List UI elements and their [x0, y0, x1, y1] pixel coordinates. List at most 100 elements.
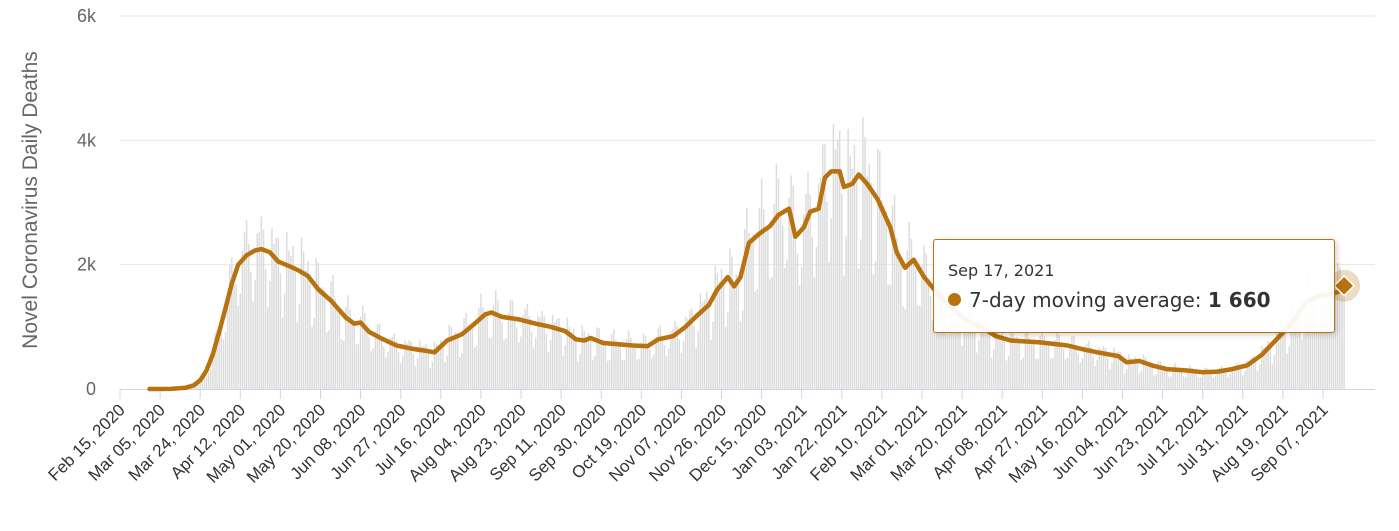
daily-bar [429, 368, 431, 389]
daily-bar [530, 332, 533, 389]
daily-bar [743, 228, 746, 389]
daily-bar [815, 247, 818, 389]
daily-bar [615, 339, 617, 389]
tooltip-value: 1 660 [1207, 288, 1271, 312]
daily-bar [537, 315, 539, 389]
daily-bar [600, 340, 602, 389]
daily-bar [735, 274, 738, 389]
daily-bar [288, 250, 290, 389]
daily-bar [269, 280, 271, 389]
daily-bar [638, 358, 640, 389]
daily-bar [634, 347, 636, 389]
daily-bar [507, 313, 510, 389]
daily-bar [387, 352, 389, 389]
daily-bar [674, 321, 676, 389]
daily-bar [676, 325, 678, 389]
daily-bar [355, 344, 358, 389]
daily-bar [974, 330, 976, 389]
daily-bar [699, 293, 702, 389]
daily-bar [790, 175, 792, 389]
daily-bar [290, 255, 292, 389]
daily-bar [1018, 338, 1020, 389]
daily-bar [551, 314, 554, 389]
daily-bar [321, 287, 324, 389]
daily-bar [370, 350, 372, 389]
daily-bar [1214, 375, 1217, 389]
daily-bar [982, 321, 984, 389]
daily-bar [811, 236, 813, 389]
daily-bar [967, 314, 970, 389]
daily-bar [1210, 373, 1212, 389]
daily-bar [193, 386, 195, 389]
daily-bar [359, 317, 362, 389]
daily-bar [1087, 340, 1090, 389]
daily-bar [573, 328, 575, 389]
daily-bar [237, 305, 239, 389]
daily-bar [459, 356, 461, 389]
daily-bar [478, 307, 480, 389]
daily-bar [646, 346, 649, 389]
daily-bar [659, 325, 662, 389]
daily-bar [748, 233, 750, 389]
daily-bar [986, 320, 989, 389]
daily-bar [535, 337, 537, 389]
daily-bar [1294, 314, 1297, 389]
daily-bar [682, 341, 685, 389]
daily-bar [653, 354, 655, 389]
daily-bar [701, 301, 704, 389]
daily-bar [1003, 337, 1006, 389]
daily-bar [412, 353, 415, 389]
daily-bar [338, 308, 341, 389]
daily-bar [737, 275, 740, 389]
daily-bar [404, 340, 406, 389]
daily-bar [898, 257, 900, 389]
daily-bar [1149, 362, 1151, 389]
daily-bar [794, 232, 797, 389]
daily-bar [1157, 361, 1160, 389]
daily-bar [830, 218, 832, 389]
daily-bar [1170, 376, 1172, 389]
daily-bar [847, 128, 849, 389]
daily-bar [279, 273, 282, 389]
daily-bar [1204, 367, 1206, 389]
daily-bar [319, 287, 322, 389]
daily-bar [592, 359, 594, 389]
daily-bar [421, 346, 423, 389]
daily-bar [760, 178, 763, 389]
daily-bar [298, 304, 301, 389]
daily-bar [1111, 362, 1113, 389]
daily-bar [946, 334, 949, 389]
daily-bar [950, 299, 953, 389]
daily-bar [710, 339, 712, 389]
daily-bar [402, 355, 404, 389]
daily-bar [883, 205, 885, 389]
daily-bar [423, 345, 425, 389]
daily-bar [686, 318, 689, 389]
daily-bar [383, 346, 385, 389]
daily-bar [471, 323, 474, 389]
daily-bar [397, 352, 400, 389]
daily-bar [522, 315, 524, 389]
daily-bar [1313, 295, 1316, 389]
daily-bar [1134, 356, 1136, 389]
daily-bar [1077, 353, 1079, 389]
daily-bar [545, 334, 548, 389]
daily-bar [762, 209, 765, 389]
daily-bar [393, 333, 396, 389]
daily-bar [857, 268, 860, 389]
daily-bar [336, 307, 339, 389]
daily-bar [277, 238, 280, 389]
daily-bar [716, 272, 719, 389]
daily-bar [868, 164, 870, 389]
daily-bar [1071, 336, 1073, 389]
hover-marker-diamond[interactable] [1333, 274, 1356, 297]
daily-bar [446, 355, 448, 389]
daily-bar [201, 375, 204, 389]
daily-bar [741, 310, 744, 389]
daily-bar [773, 204, 776, 389]
daily-bar [368, 337, 370, 389]
daily-bar [345, 307, 347, 389]
daily-bar [604, 341, 607, 389]
daily-bar [976, 352, 978, 389]
daily-bar [1197, 377, 1200, 389]
